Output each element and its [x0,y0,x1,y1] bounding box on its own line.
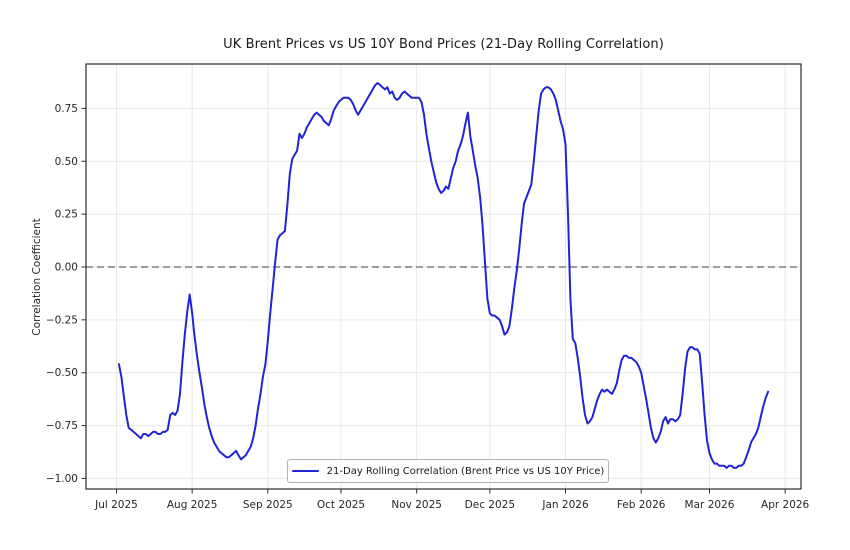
x-tick-label: Aug 2025 [167,499,218,511]
y-tick-label: −0.50 [46,367,78,379]
x-tick-label: Mar 2026 [685,499,735,511]
y-tick-label: 0.50 [55,156,78,168]
x-tick-label: Sep 2025 [243,499,293,511]
legend-label: 21-Day Rolling Correlation (Brent Price … [326,465,605,477]
correlation-line [117,82,770,469]
x-tick-label: Oct 2025 [317,499,365,511]
y-tick-label: −0.25 [46,314,78,326]
x-tick-label: Feb 2026 [617,499,666,511]
y-tick-label: −0.75 [46,420,78,432]
y-tick-label: 0.25 [55,209,78,221]
x-tick-label: Apr 2026 [761,499,810,511]
x-tick-label: Jan 2026 [541,499,589,511]
chart-title: UK Brent Prices vs US 10Y Bond Prices (2… [223,37,664,52]
x-tick-label: Dec 2025 [465,499,515,511]
y-tick-label: 0.00 [55,261,78,273]
y-tick-label: 0.75 [55,103,78,115]
plot-spines [85,63,802,490]
x-tick-label: Nov 2025 [391,499,442,511]
legend: 21-Day Rolling Correlation (Brent Price … [287,459,609,483]
y-tick-label: −1.00 [46,473,78,485]
legend-line-swatch [291,469,319,473]
x-tick-label: Jul 2025 [94,499,138,511]
y-axis-label: Correlation Coefficient [31,218,43,336]
